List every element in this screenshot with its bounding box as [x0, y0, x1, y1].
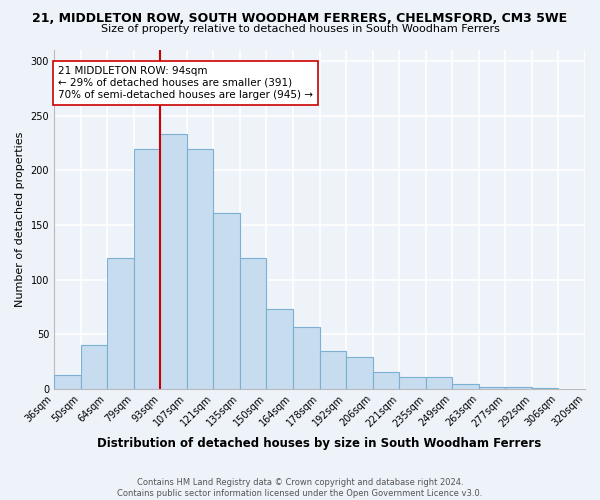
Bar [320, 350, 346, 389]
Bar [505, 386, 532, 389]
Bar [373, 372, 399, 389]
Bar [160, 134, 187, 389]
Bar [54, 374, 80, 389]
Bar [187, 150, 214, 389]
Bar [134, 150, 160, 389]
Bar [346, 357, 373, 389]
Bar [214, 213, 240, 389]
Bar [479, 386, 505, 389]
Bar [80, 345, 107, 389]
Bar [240, 258, 266, 389]
Text: 21 MIDDLETON ROW: 94sqm
← 29% of detached houses are smaller (391)
70% of semi-d: 21 MIDDLETON ROW: 94sqm ← 29% of detache… [58, 66, 313, 100]
Y-axis label: Number of detached properties: Number of detached properties [15, 132, 25, 307]
Text: Contains HM Land Registry data © Crown copyright and database right 2024.
Contai: Contains HM Land Registry data © Crown c… [118, 478, 482, 498]
Bar [107, 258, 134, 389]
Bar [426, 377, 452, 389]
Bar [399, 377, 426, 389]
Bar [266, 309, 293, 389]
Bar [293, 326, 320, 389]
Bar [452, 384, 479, 389]
Text: Size of property relative to detached houses in South Woodham Ferrers: Size of property relative to detached ho… [101, 24, 499, 34]
Bar [532, 388, 559, 389]
Text: 21, MIDDLETON ROW, SOUTH WOODHAM FERRERS, CHELMSFORD, CM3 5WE: 21, MIDDLETON ROW, SOUTH WOODHAM FERRERS… [32, 12, 568, 26]
X-axis label: Distribution of detached houses by size in South Woodham Ferrers: Distribution of detached houses by size … [97, 437, 542, 450]
